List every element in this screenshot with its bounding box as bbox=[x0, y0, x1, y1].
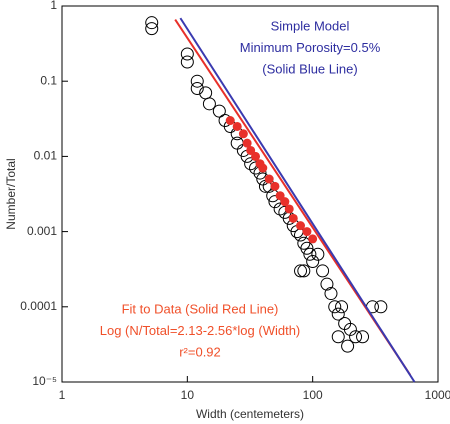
filled-point bbox=[280, 197, 290, 207]
y-tick-label: 0.01 bbox=[34, 149, 58, 163]
open-point bbox=[341, 339, 355, 353]
plot-frame bbox=[61, 5, 439, 383]
filled-point bbox=[246, 145, 256, 155]
open-point bbox=[202, 97, 216, 111]
open-point bbox=[331, 307, 345, 321]
open-point bbox=[311, 247, 325, 261]
x-tick-label: 10 bbox=[181, 388, 195, 402]
annotation-line: r²=0.92 bbox=[179, 344, 221, 359]
x-tick-label: 1000 bbox=[425, 388, 450, 402]
filled-point bbox=[270, 181, 280, 191]
open-point bbox=[212, 104, 226, 118]
open-point bbox=[294, 264, 308, 278]
open-point bbox=[328, 300, 342, 314]
fit-line bbox=[179, 17, 416, 383]
open-point bbox=[324, 287, 338, 301]
open-point bbox=[356, 330, 370, 344]
open-point bbox=[320, 277, 334, 291]
x-axis-label: Width (centemeters) bbox=[196, 407, 304, 421]
filled-point bbox=[288, 213, 298, 223]
open-point bbox=[331, 330, 345, 344]
open-point bbox=[230, 136, 244, 150]
annotation-line: Log (N/Total=2.13-2.56*log (Width) bbox=[100, 323, 301, 338]
x-tick-label: 100 bbox=[303, 388, 323, 402]
filled-point bbox=[302, 227, 312, 237]
open-point bbox=[306, 255, 320, 269]
open-point bbox=[190, 81, 204, 95]
annotation-line: Minimum Porosity=0.5% bbox=[240, 40, 381, 55]
x-tick-label: 1 bbox=[59, 388, 66, 402]
open-point bbox=[349, 330, 363, 344]
filled-point bbox=[251, 151, 261, 161]
open-point bbox=[335, 300, 349, 314]
open-point bbox=[374, 300, 388, 314]
filled-point bbox=[308, 234, 318, 244]
open-point bbox=[180, 47, 194, 61]
y-tick-label: 1 bbox=[50, 0, 57, 12]
open-point bbox=[297, 264, 311, 278]
filled-point bbox=[284, 204, 294, 214]
filled-point bbox=[232, 121, 242, 131]
open-point bbox=[303, 247, 317, 261]
y-tick-label: 10⁻⁵ bbox=[32, 374, 57, 388]
filled-point bbox=[258, 163, 268, 173]
open-point bbox=[145, 16, 159, 30]
open-point bbox=[180, 55, 194, 69]
y-tick-label: 0.001 bbox=[27, 224, 57, 238]
annotation: Fit to Data (Solid Red Line) Log (N/Total… bbox=[100, 301, 301, 359]
filled-point bbox=[264, 174, 274, 184]
filled-point bbox=[242, 138, 252, 148]
y-tick-label: 0.0001 bbox=[20, 299, 57, 313]
filled-point bbox=[225, 116, 235, 126]
open-point bbox=[145, 22, 159, 36]
annotation-line: (Solid Blue Line) bbox=[262, 61, 357, 76]
open-point bbox=[316, 264, 330, 278]
filled-point bbox=[238, 129, 248, 139]
y-tick-label: 0.1 bbox=[40, 73, 57, 87]
annotation: Simple Model Minimum Porosity=0.5% (Solid … bbox=[240, 18, 381, 76]
annotation-line: Simple Model bbox=[271, 18, 350, 33]
open-point bbox=[300, 241, 314, 255]
filled-point bbox=[296, 221, 306, 231]
annotation-line: Fit to Data (Solid Red Line) bbox=[122, 301, 279, 316]
open-point bbox=[190, 74, 204, 88]
open-point bbox=[343, 322, 357, 336]
y-axis-label: Number/Total bbox=[4, 158, 18, 229]
